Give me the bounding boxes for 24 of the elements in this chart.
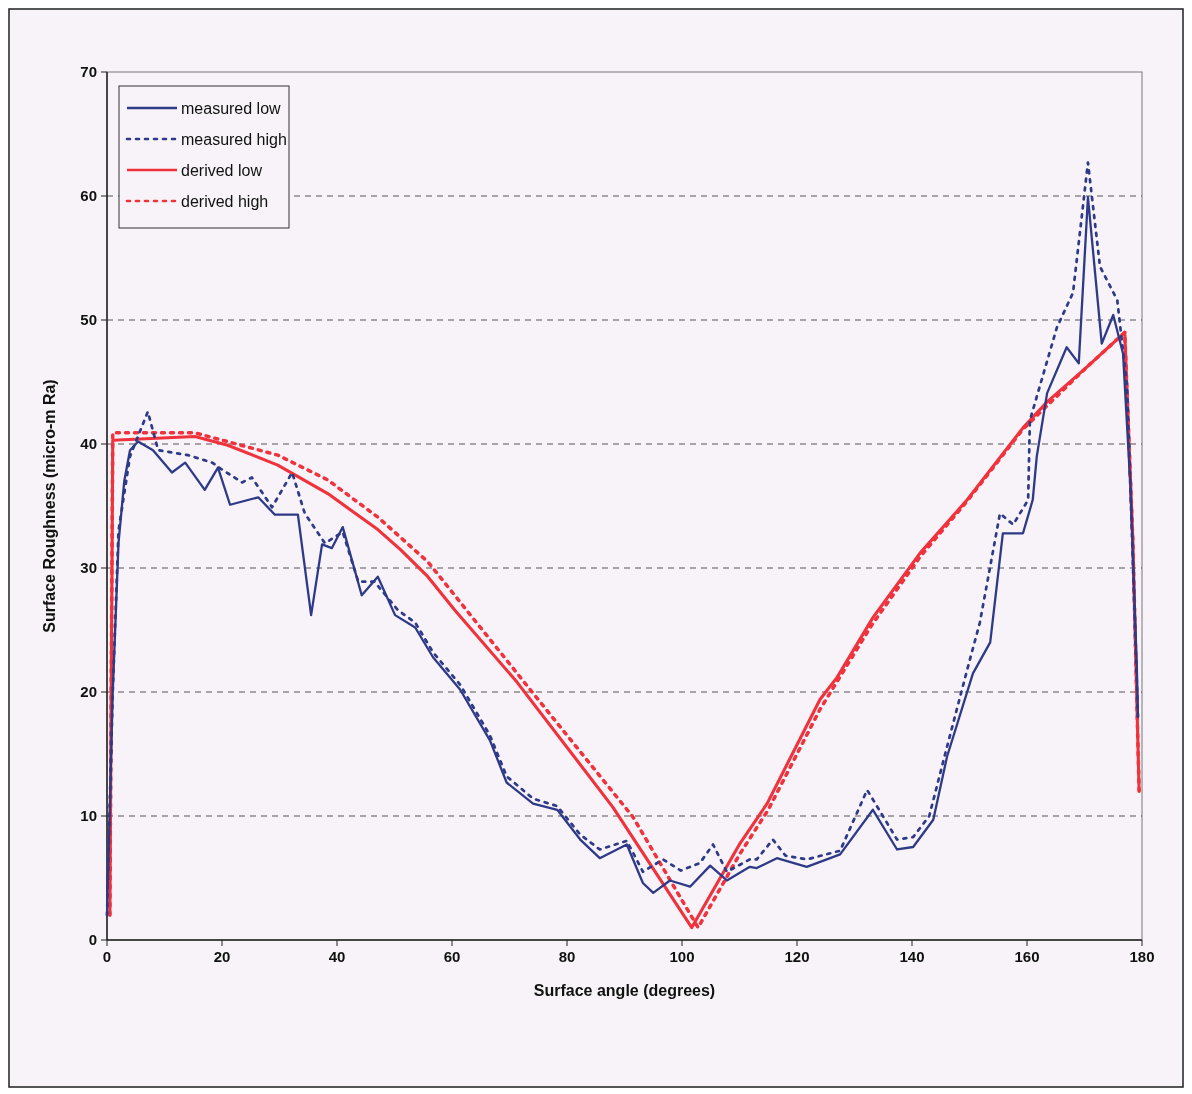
legend-label: measured low [181, 99, 282, 117]
x-axis-title: Surface angle (degrees) [533, 982, 716, 999]
y-tick-label: 30 [80, 559, 97, 577]
x-tick-label: 80 [558, 948, 576, 965]
x-tick-label: 40 [328, 948, 346, 965]
x-tick-label: 100 [669, 948, 695, 965]
y-tick-label: 20 [80, 683, 97, 701]
x-tick-label: 180 [1129, 948, 1155, 965]
legend-label: derived high [181, 192, 269, 210]
y-tick-label: 50 [80, 311, 97, 329]
x-tick-label: 120 [784, 948, 810, 965]
y-tick-label: 40 [80, 435, 97, 453]
y-tick-label: 0 [88, 931, 97, 949]
x-tick-label: 20 [213, 948, 231, 965]
x-tick-label: 60 [443, 948, 461, 965]
x-tick-label: 160 [1014, 948, 1040, 965]
y-tick-label: 60 [80, 187, 97, 205]
y-axis-title: Surface Roughness (micro-m Ra) [41, 379, 58, 633]
x-tick-label: 0 [102, 948, 112, 965]
y-tick-label: 10 [80, 807, 97, 825]
legend-label: measured high [181, 130, 287, 148]
x-tick-label: 140 [899, 948, 925, 965]
y-tick-label: 70 [80, 63, 97, 81]
legend-label: derived low [181, 161, 263, 179]
